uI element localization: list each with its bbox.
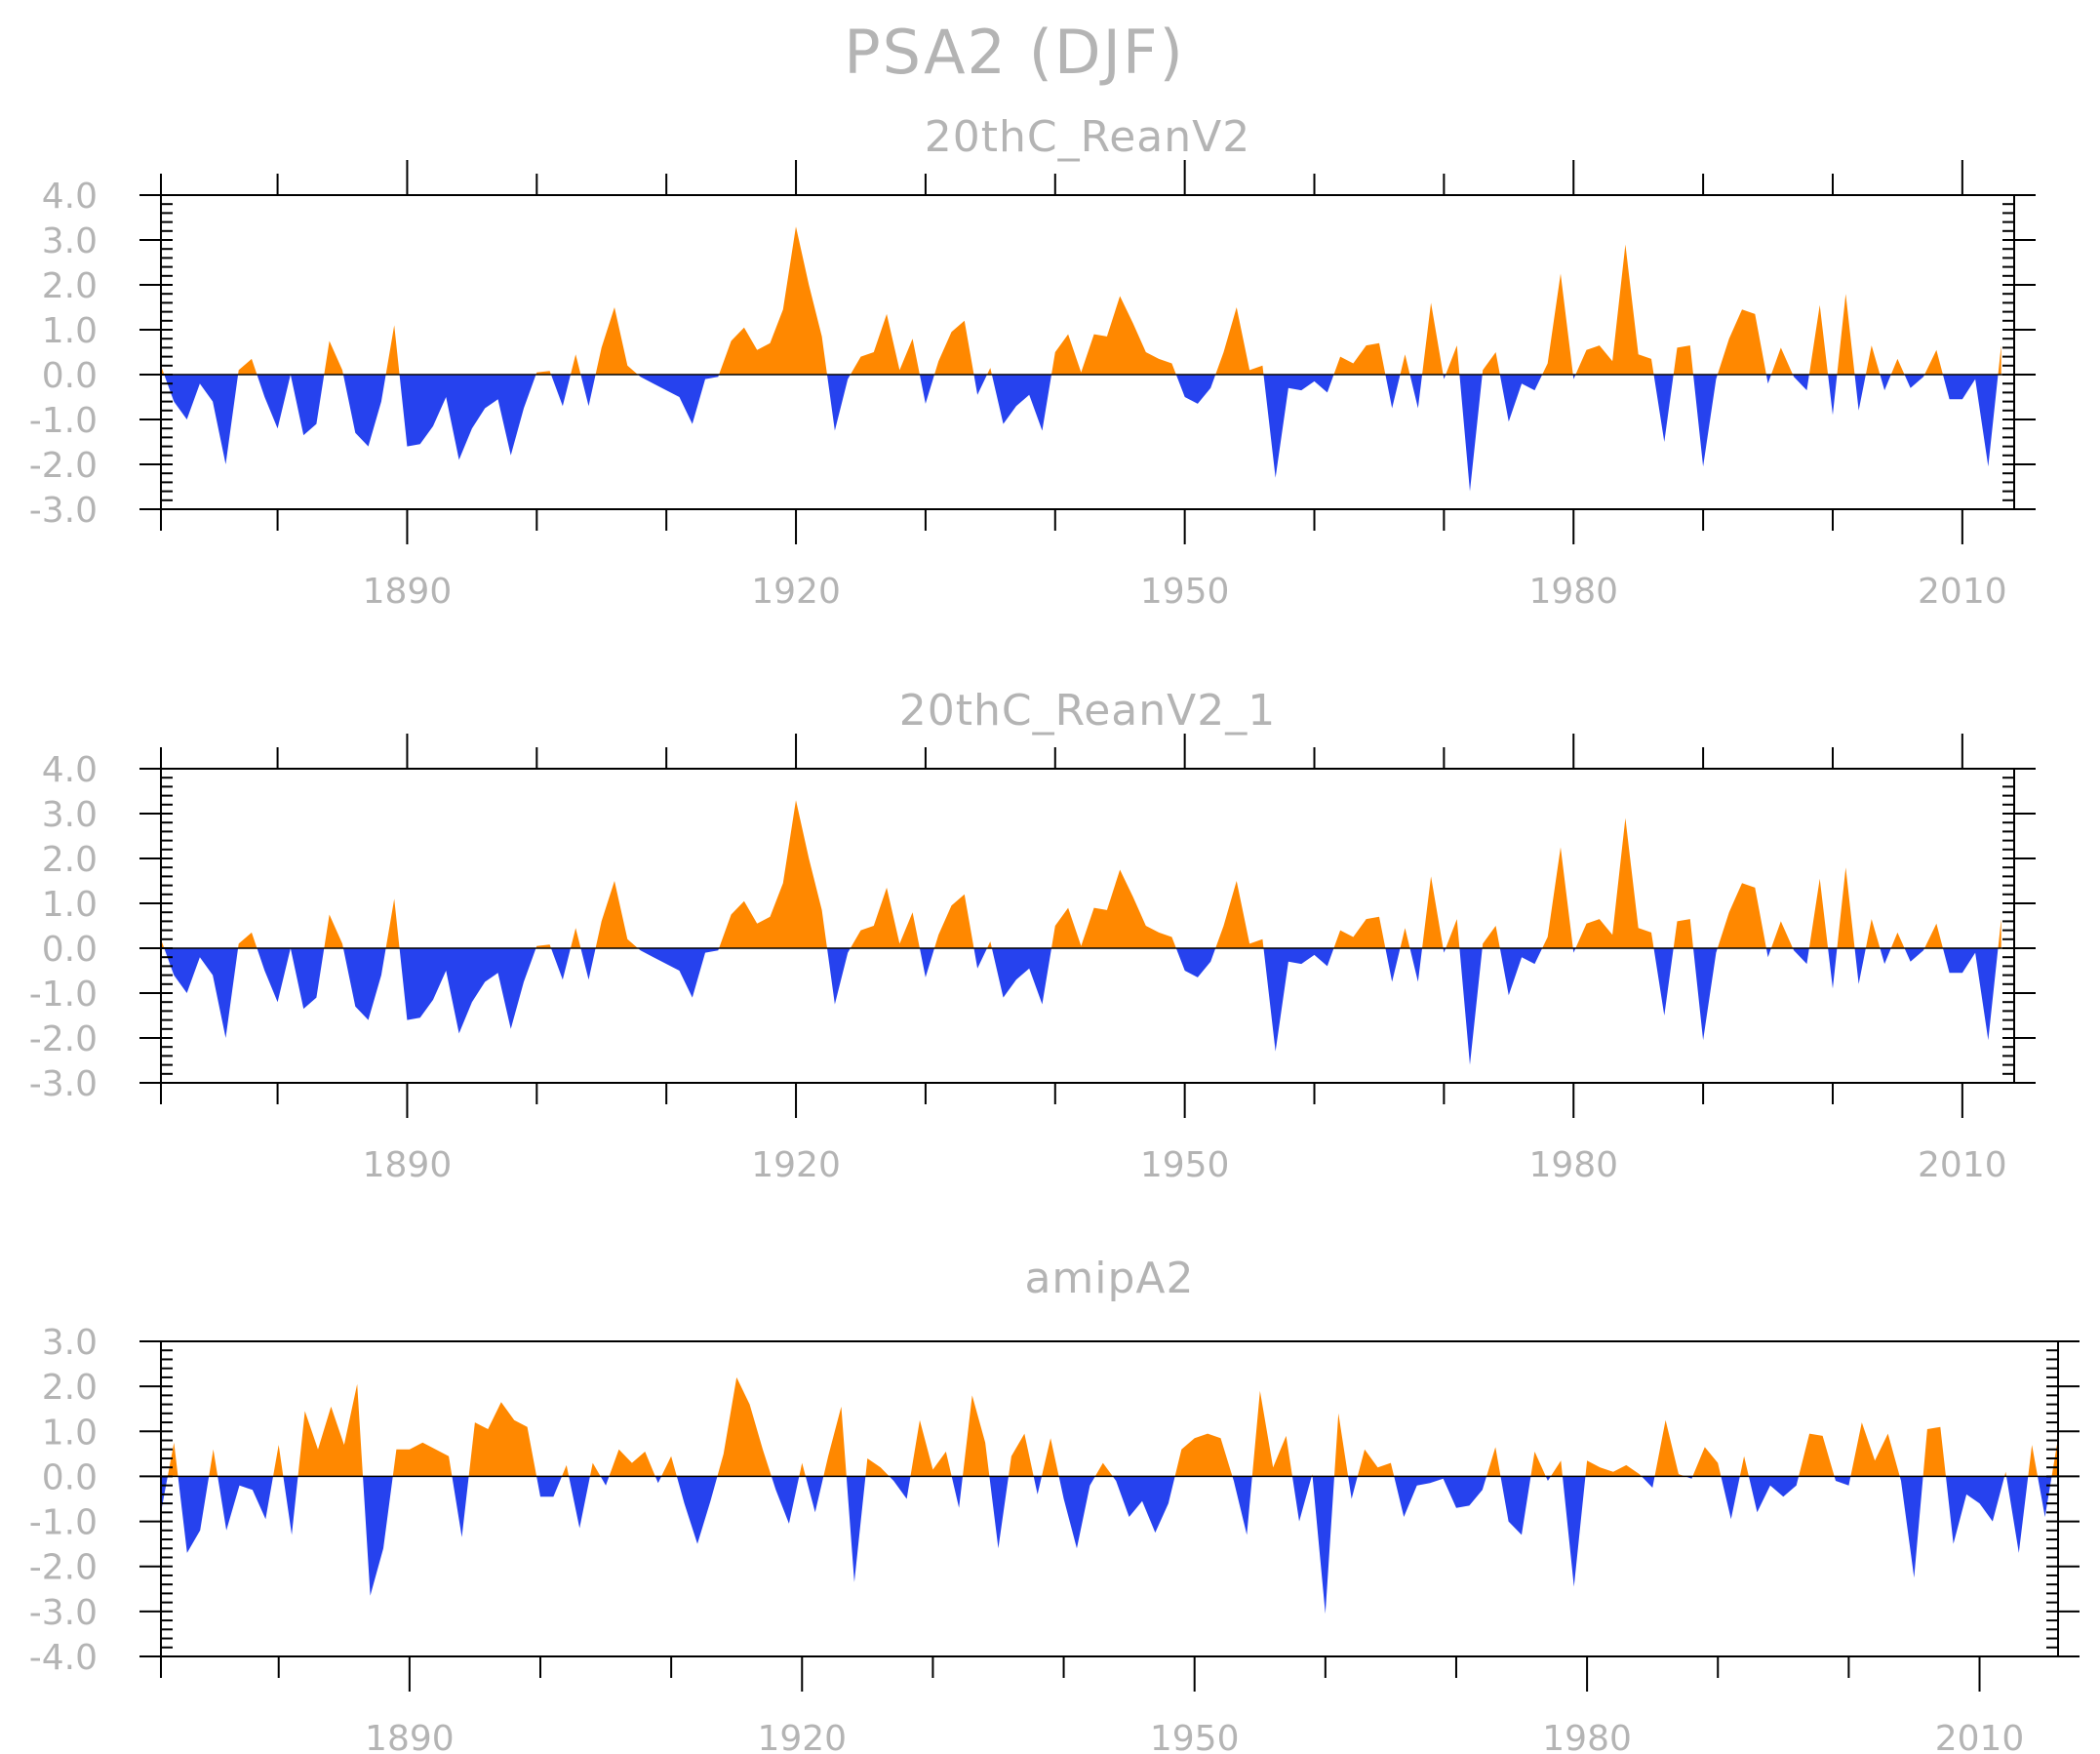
panels: 20thC_ReanV24.03.02.01.00.0-1.0-2.0-3.01… [29,112,2080,1754]
x-tick-label: 1920 [757,1719,847,1754]
negative-area [161,1476,2052,1614]
x-tick-label: 2010 [1918,1145,2007,1185]
y-tick-label: 3.0 [42,795,98,835]
y-tick-label: -3.0 [29,491,98,531]
x-tick-label: 1920 [751,1145,841,1185]
x-tick-label: 1980 [1542,1719,1632,1754]
x-tick-label: 2010 [1918,572,2007,612]
y-tick-label: 3.0 [42,1323,98,1363]
x-tick-label: 1890 [363,1145,453,1185]
x-tick-label: 1980 [1528,572,1618,612]
y-tick-label: -3.0 [29,1593,98,1633]
x-tick-label: 1980 [1528,1145,1618,1185]
y-tick-label: 3.0 [42,221,98,261]
y-tick-label: 2.0 [42,840,98,880]
x-tick-label: 1950 [1140,572,1230,612]
y-tick-label: -1.0 [29,1503,98,1543]
y-tick-label: -1.0 [29,401,98,441]
y-tick-label: 0.0 [42,1457,98,1497]
panel-title: amipA2 [1024,1254,1194,1303]
y-tick-label: -2.0 [29,1019,98,1059]
y-tick-label: 4.0 [42,177,98,217]
y-tick-label: 0.0 [42,356,98,396]
y-tick-label: -4.0 [29,1638,98,1678]
y-tick-label: 0.0 [42,930,98,970]
y-tick-label: 1.0 [42,885,98,925]
y-tick-label: 4.0 [42,750,98,790]
main-title: PSA2 (DJF) [844,17,1185,88]
x-tick-label: 1950 [1140,1145,1230,1185]
y-tick-label: 2.0 [42,266,98,306]
x-tick-label: 2010 [1935,1719,2025,1754]
plot-frame [160,768,2015,1084]
y-tick-label: -1.0 [29,975,98,1015]
x-tick-label: 1950 [1150,1719,1240,1754]
positive-area [161,226,2001,375]
positive-area [161,1376,2058,1477]
x-tick-label: 1890 [363,572,453,612]
y-tick-label: -2.0 [29,446,98,486]
panel-3: amipA2 3.0 2.0 1.00.0 -1.0 -2.0 -3.0 -4.0 1890 19… [29,1254,2080,1754]
plot-frame [160,194,2015,510]
x-tick-label: 1920 [751,572,841,612]
plot-frame [160,1340,2059,1657]
panel-1: 20thC_ReanV2 4.03.0 2.0 1.0 0.0 -1.0 -2.0 -3.0 1… [29,112,2036,612]
positive-area [161,800,2001,948]
y-tick-label: 2.0 [42,1368,98,1408]
y-tick-label: 1.0 [42,1413,98,1453]
y-tick-label: -3.0 [29,1064,98,1104]
panel-2: 20thC_ReanV2_1 4.0 3.0 2.0 1.0 0.0 -1.0-2.0 -3.… [29,686,2036,1185]
y-tick-label: 1.0 [42,311,98,351]
panel-title: 20thC_ReanV2_1 [899,686,1276,736]
x-tick-label: 1890 [365,1719,455,1754]
y-tick-label: -2.0 [29,1548,98,1588]
panel-title: 20thC_ReanV2 [925,112,1250,162]
